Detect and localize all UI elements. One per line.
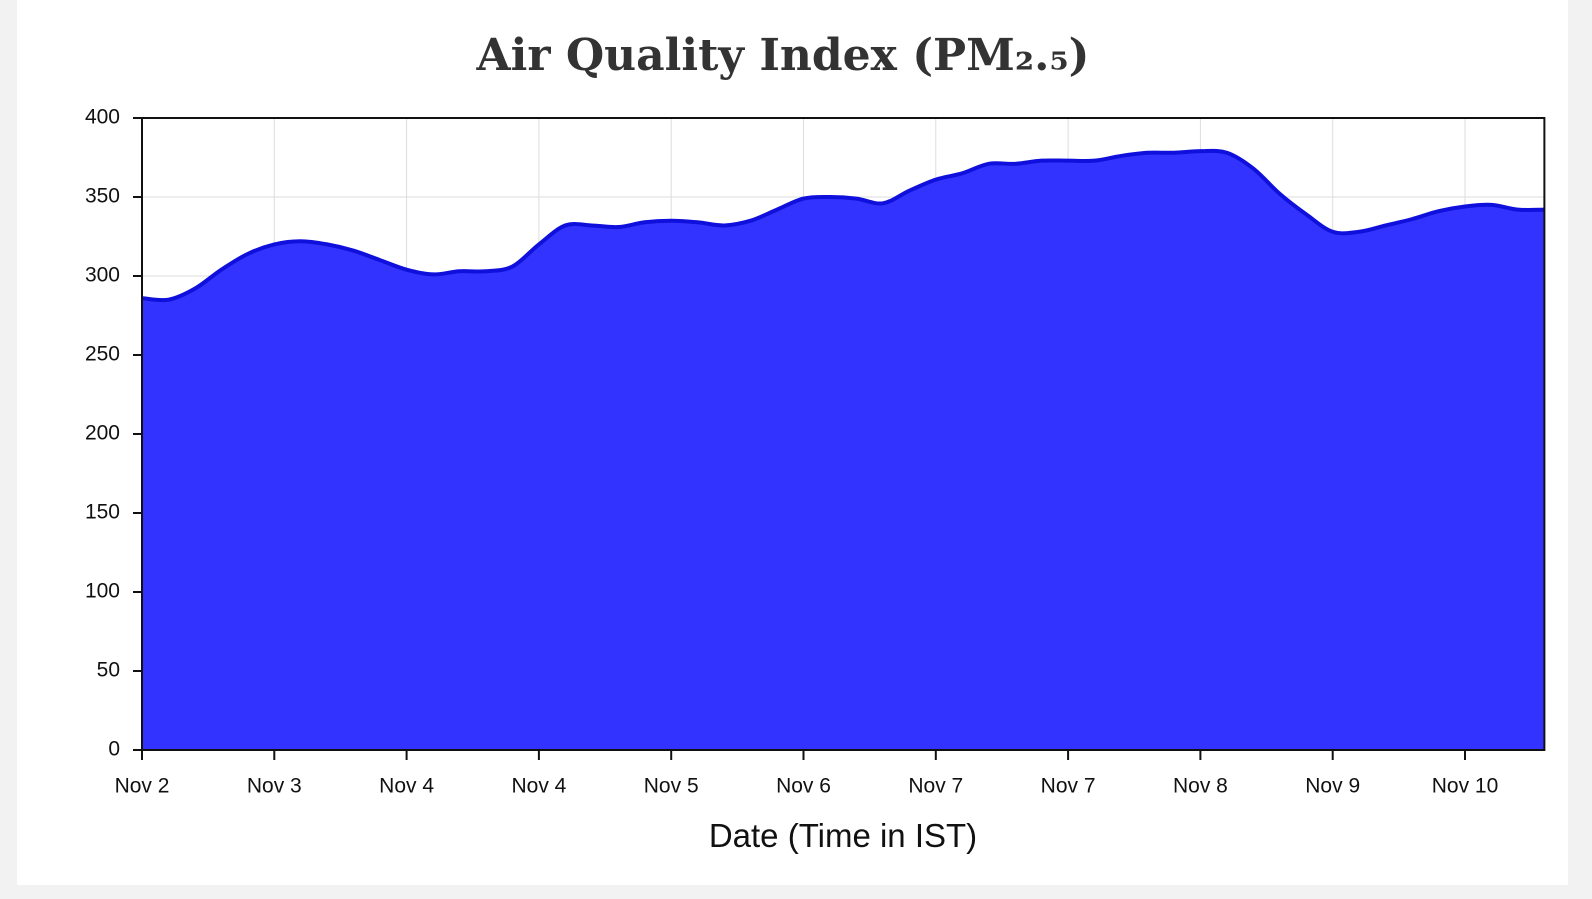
x-tick-label: Nov 4 <box>511 775 566 798</box>
x-tick-label: Nov 5 <box>644 775 699 798</box>
x-axis-label: Date (Time in IST) <box>709 817 977 854</box>
x-tick-label: Nov 7 <box>1041 775 1096 798</box>
y-tick-label: 400 <box>85 106 120 129</box>
x-tick-label: Nov 2 <box>115 775 170 798</box>
x-tick-label: Nov 4 <box>379 775 434 798</box>
x-tick-label: Nov 8 <box>1173 775 1228 798</box>
plot-frame <box>141 117 1546 751</box>
y-tick-label: 350 <box>85 185 120 208</box>
y-tick-label: 0 <box>108 738 120 761</box>
x-tick-label: Nov 7 <box>908 775 963 798</box>
y-tick-label: 250 <box>85 343 120 366</box>
area <box>142 150 1545 751</box>
x-tick-label: Nov 6 <box>776 775 831 798</box>
chart-title: Air Quality Index (PM₂.₅) <box>476 30 1090 81</box>
x-tick-label: Nov 9 <box>1305 775 1360 798</box>
x-tick-label: Nov 3 <box>247 775 302 798</box>
y-tick-label: 50 <box>97 659 120 682</box>
x-tick-label: Nov 10 <box>1432 775 1499 798</box>
y-tick-label: 150 <box>85 501 120 524</box>
y-tick-label: 300 <box>85 264 120 287</box>
y-tick-label: 200 <box>85 422 120 445</box>
line <box>141 148 1545 303</box>
y-tick-label: 100 <box>85 580 120 603</box>
